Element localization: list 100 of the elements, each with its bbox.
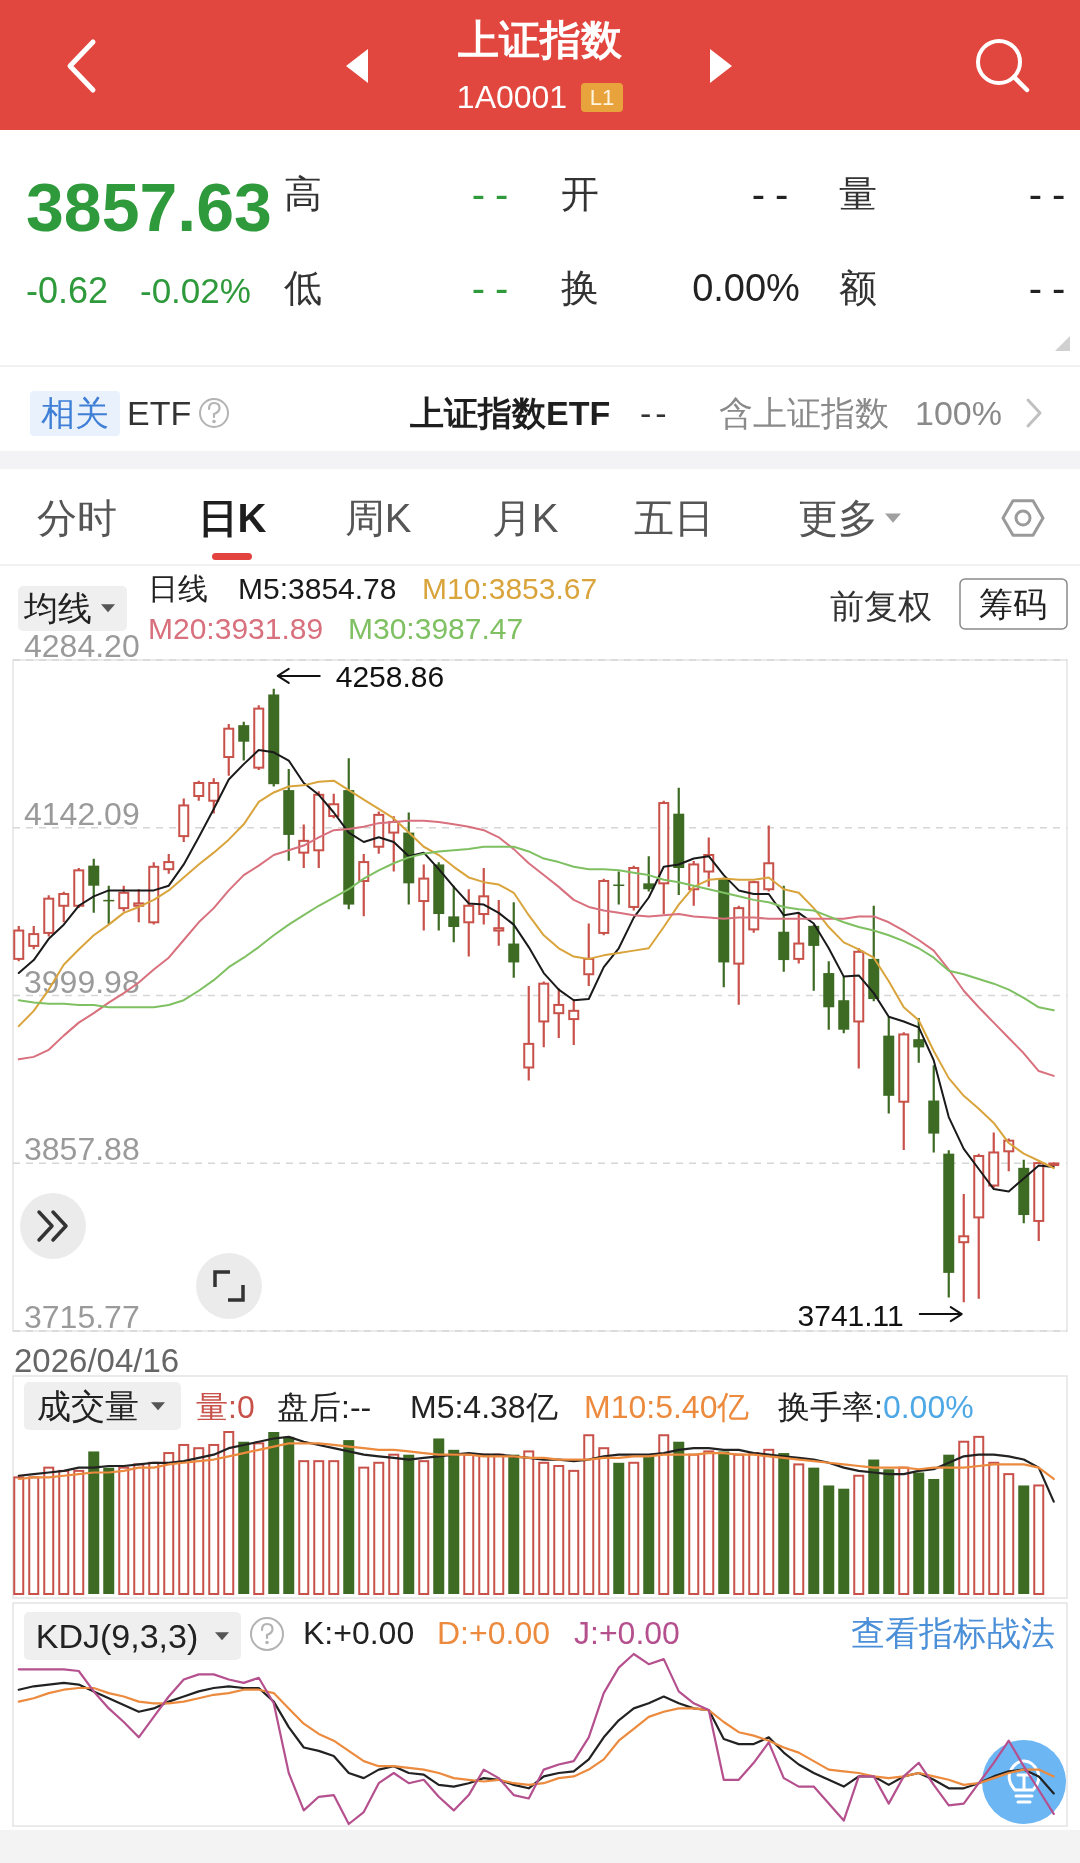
bar <box>688 1453 700 1595</box>
text: 五日 <box>634 496 714 540</box>
bar <box>823 1485 835 1594</box>
text: -- <box>471 172 519 216</box>
text: 前复权 <box>830 587 932 625</box>
bar <box>703 1450 715 1595</box>
bar <box>448 1449 460 1594</box>
bar <box>133 1463 145 1595</box>
text: 上证指数 <box>458 17 623 63</box>
bar <box>58 1469 70 1595</box>
text: L1 <box>589 84 615 110</box>
y-tick-label: 3857.88 <box>24 1131 140 1168</box>
bar <box>1018 1485 1030 1594</box>
annotation: 4258.86 <box>335 660 445 694</box>
text: 上证指数ETF <box>409 394 611 432</box>
text: 日K <box>197 496 267 540</box>
chart-title: KDJ(9,3,3) <box>35 1617 199 1655</box>
bar <box>523 1450 535 1595</box>
chart-title: 均线 <box>23 589 92 627</box>
bar <box>418 1460 430 1595</box>
text: -- <box>751 172 799 216</box>
text: 开 <box>561 173 599 215</box>
bar <box>658 1434 670 1595</box>
bar <box>928 1478 940 1594</box>
bar <box>868 1459 880 1594</box>
bar <box>343 1440 355 1594</box>
text: D:+0.00 <box>437 1615 550 1651</box>
series-label: K:+0.00 <box>303 1615 415 1651</box>
bar <box>898 1466 910 1595</box>
bar <box>268 1432 280 1594</box>
bar <box>118 1466 130 1595</box>
y-tick-label: 4142.09 <box>24 795 140 832</box>
bar <box>223 1431 235 1595</box>
bar <box>913 1472 925 1594</box>
bar <box>208 1443 220 1595</box>
bar <box>463 1453 475 1595</box>
bar <box>328 1460 340 1595</box>
text: -- <box>640 394 671 432</box>
text: M20:3931.89 <box>148 611 324 645</box>
text: 低 <box>284 267 322 309</box>
bar <box>163 1452 175 1595</box>
bar <box>988 1461 1000 1595</box>
text: 0.00% <box>692 267 800 309</box>
bar <box>193 1447 205 1595</box>
text: 盘后:-- <box>277 1389 372 1425</box>
text: 相关 <box>41 394 109 432</box>
text: 2026/04/16 <box>14 1341 180 1379</box>
bar <box>673 1441 685 1594</box>
text: 高 <box>284 173 322 215</box>
bar <box>583 1434 595 1595</box>
series-label: M10:5.40亿 <box>584 1389 750 1425</box>
text: -- <box>471 266 519 310</box>
bar <box>358 1466 370 1595</box>
bar <box>958 1440 970 1595</box>
bar <box>1003 1473 1015 1595</box>
bar <box>568 1469 580 1595</box>
text: 额 <box>839 267 877 309</box>
legend-title: 日线 <box>148 571 208 605</box>
bar <box>808 1467 820 1594</box>
bar <box>388 1453 400 1595</box>
y-tick-label: 4284.20 <box>24 628 140 664</box>
bar <box>943 1454 955 1594</box>
bar <box>853 1474 865 1595</box>
bar <box>88 1451 100 1594</box>
text: 筹码 <box>979 585 1047 623</box>
bar <box>373 1461 385 1595</box>
bar <box>718 1451 730 1594</box>
bar <box>763 1448 775 1595</box>
bar <box>28 1476 40 1595</box>
bar <box>433 1438 445 1594</box>
series-label: M5:4.38亿 <box>410 1389 558 1425</box>
bar <box>553 1465 565 1595</box>
text: -0.62 <box>26 269 109 311</box>
text: M30:3987.47 <box>348 611 524 645</box>
text: 查看指标战法 <box>851 1614 1055 1652</box>
annotation: 3741.11 <box>797 1298 904 1332</box>
text: M10:3853.67 <box>422 571 598 605</box>
bar <box>238 1441 250 1594</box>
bar <box>613 1462 625 1594</box>
text: 量 <box>839 173 877 215</box>
bar <box>253 1442 265 1595</box>
bar <box>1033 1484 1045 1595</box>
text: -- <box>1028 266 1076 310</box>
bar <box>508 1454 520 1594</box>
y-tick-label: 3715.77 <box>24 1299 140 1335</box>
text: 0.00% <box>882 1389 974 1425</box>
bar <box>838 1488 850 1594</box>
bar <box>538 1461 550 1595</box>
text: 换手率: <box>778 1389 883 1425</box>
bar <box>313 1460 325 1595</box>
bar <box>643 1456 655 1594</box>
bar <box>73 1469 85 1595</box>
bar <box>178 1443 190 1595</box>
bar <box>733 1453 745 1595</box>
bar <box>748 1452 760 1595</box>
bar <box>283 1436 295 1594</box>
text: ETF <box>127 394 192 432</box>
text: 月K <box>491 496 559 540</box>
bar <box>628 1461 640 1595</box>
bar <box>883 1469 895 1594</box>
